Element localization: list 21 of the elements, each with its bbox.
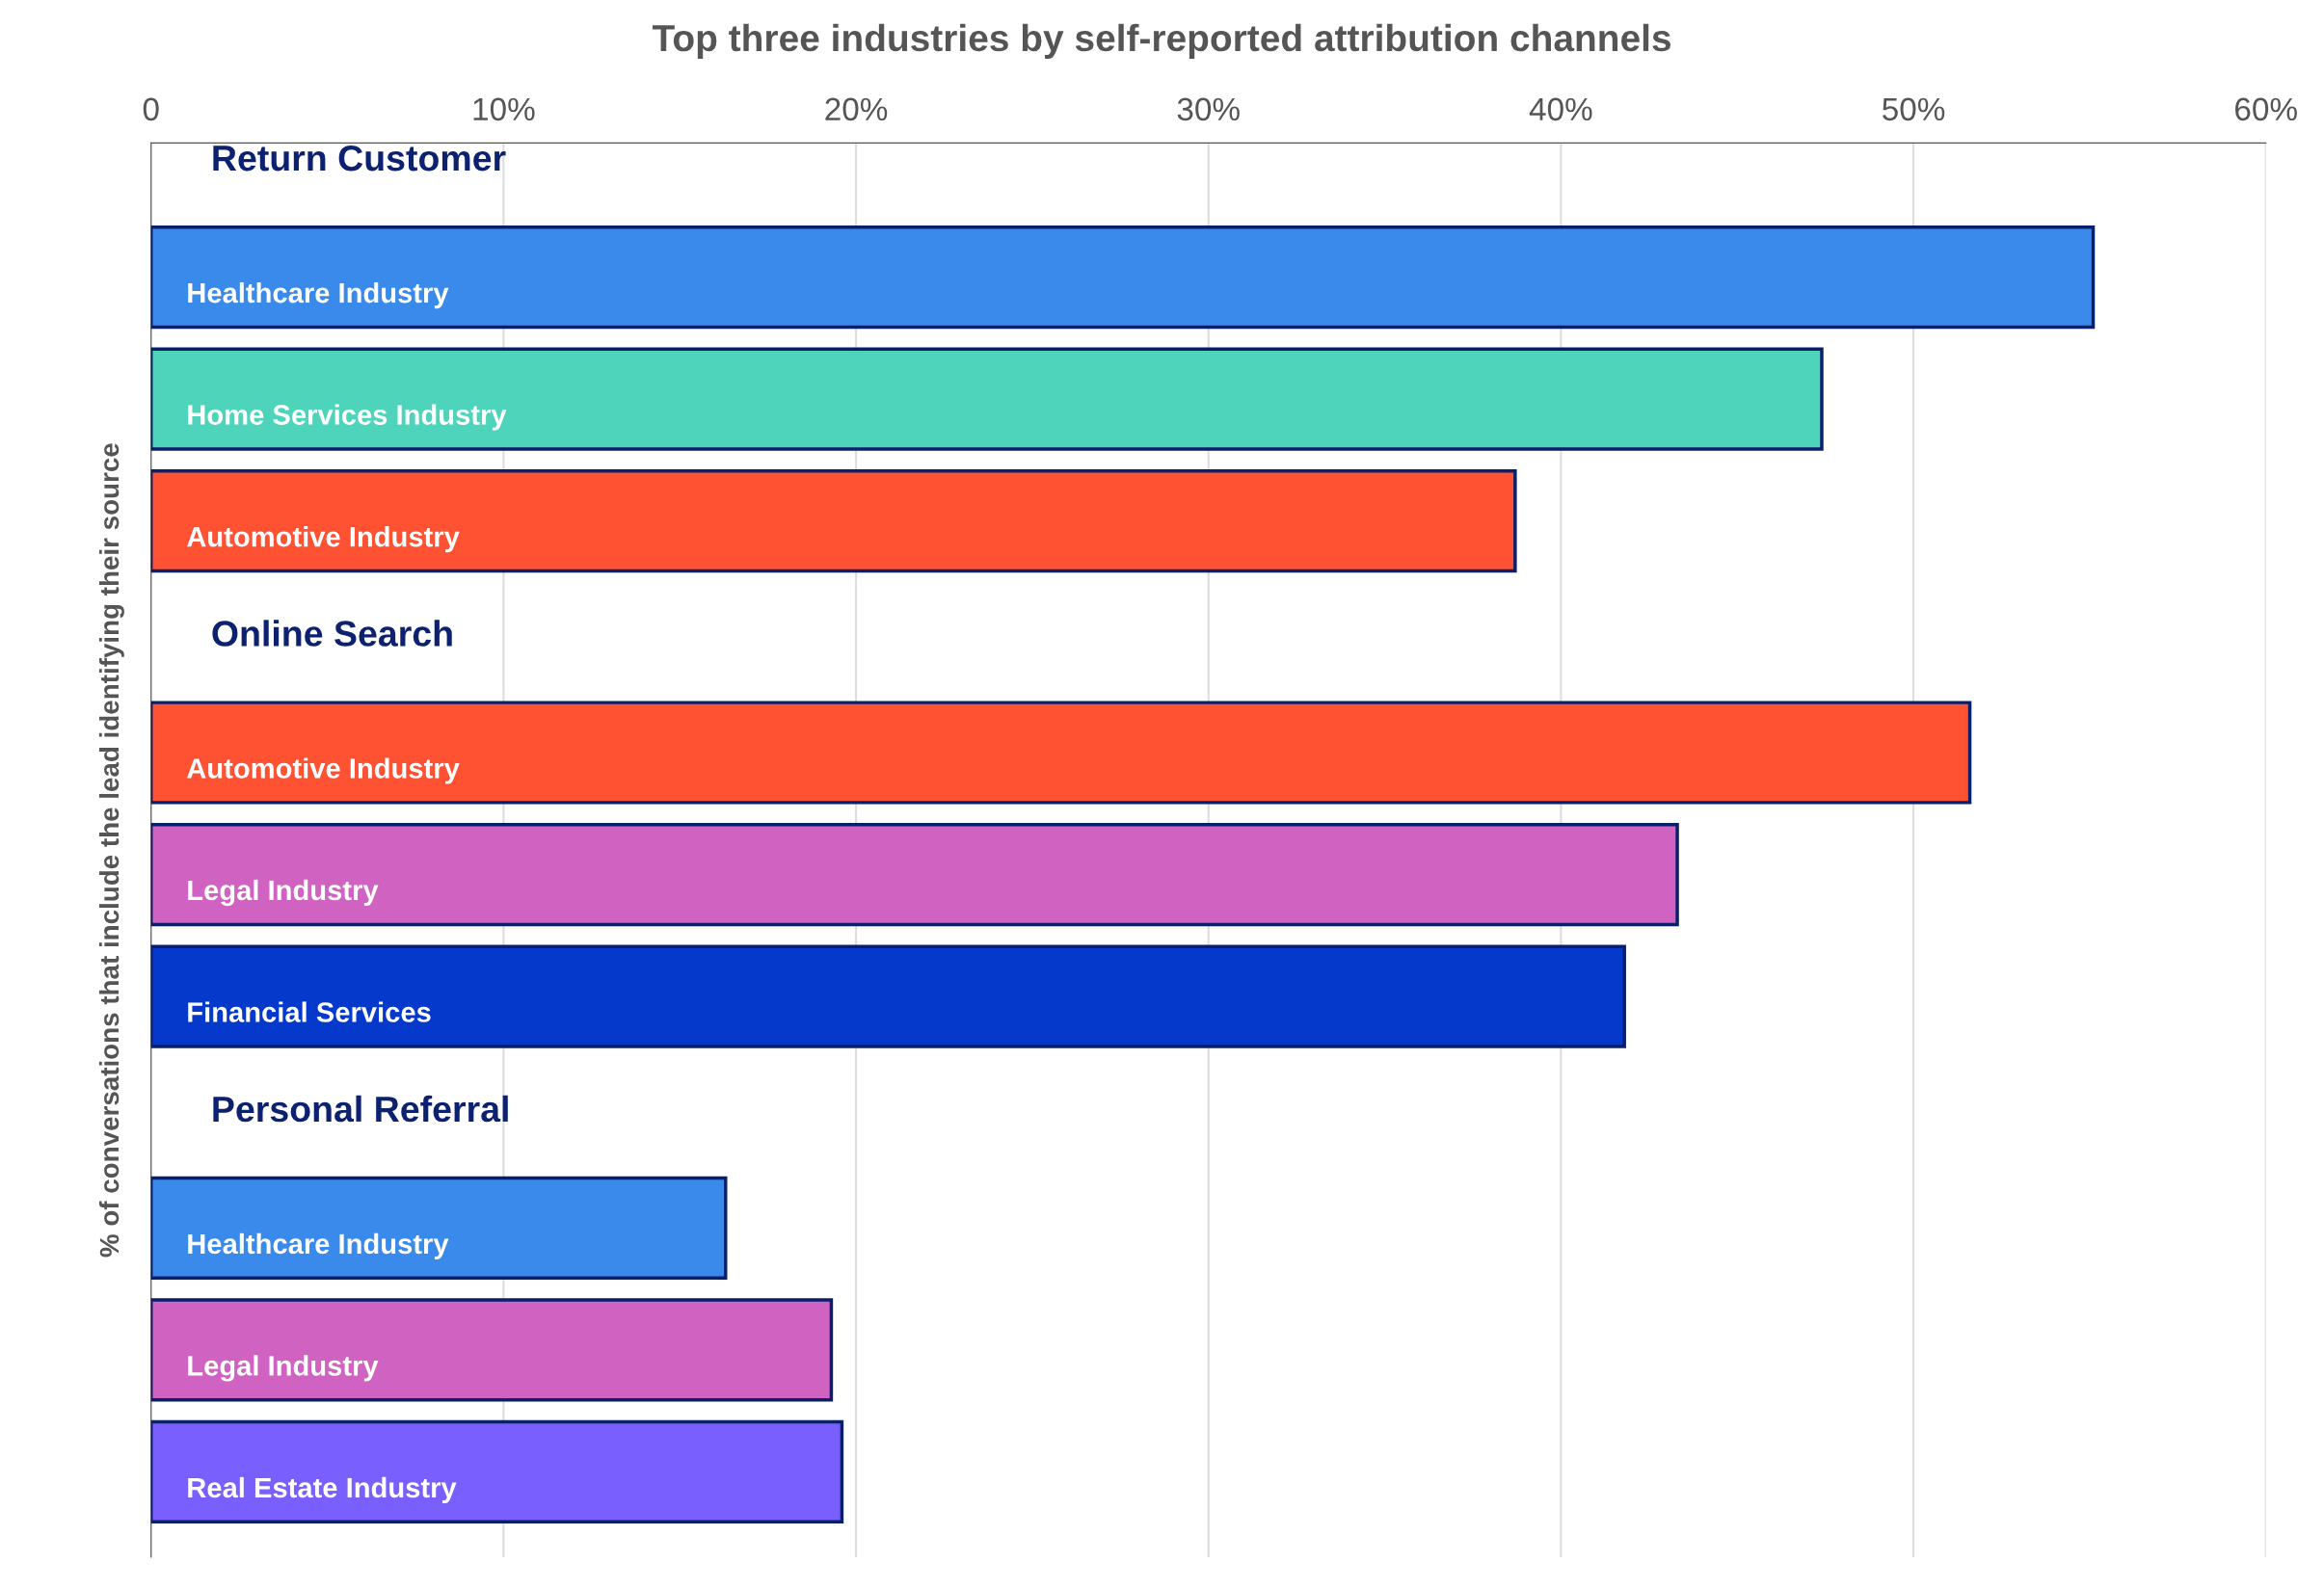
- annotation: Return Customer: [213, 145, 506, 172]
- y-tick-label: Healthcare Industry: [188, 281, 449, 309]
- y-tick-label: Automotive Industry: [187, 757, 460, 784]
- y-tick-label: Legal Industry: [188, 1355, 379, 1382]
- annotation: Personal Referral: [213, 1095, 508, 1123]
- x-tick-label: 60%: [2235, 97, 2297, 121]
- annotation: Online Search: [212, 620, 452, 647]
- y-axis-title: % of conversations that include the lead identifying their source: [98, 443, 124, 1258]
- y-tick-label: Home Services Industry: [188, 404, 507, 431]
- y-tick-label: Healthcare Industry: [188, 1232, 449, 1259]
- y-tick-label: Financial Services: [188, 1001, 431, 1022]
- x-tick-label: 30%: [1177, 97, 1240, 121]
- x-tick-label: 20%: [825, 97, 888, 121]
- x-tick-label: 50%: [1883, 97, 1945, 121]
- y-tick-label: Legal Industry: [188, 879, 379, 907]
- chart-title: Top three industries by self-reported attribution channels: [652, 23, 1670, 59]
- x-tick-label: 0: [143, 97, 159, 121]
- y-tick-label: Automotive Industry: [187, 526, 460, 553]
- x-tick-label: 40%: [1529, 97, 1592, 121]
- y-tick-label: Real Estate Industry: [188, 1476, 457, 1504]
- x-tick-label: 10%: [473, 97, 535, 121]
